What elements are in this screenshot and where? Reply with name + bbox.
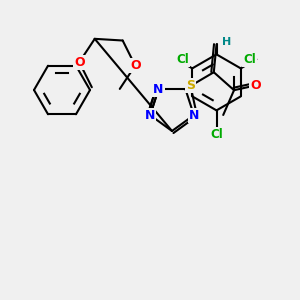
Text: O: O: [250, 79, 261, 92]
Text: N: N: [145, 109, 155, 122]
Text: H: H: [222, 38, 231, 47]
Text: N: N: [189, 109, 199, 122]
Text: Cl: Cl: [243, 53, 256, 66]
Text: Cl: Cl: [210, 128, 223, 141]
Text: O: O: [130, 59, 140, 72]
Text: O: O: [74, 56, 85, 69]
Text: N: N: [153, 83, 164, 96]
Text: Cl: Cl: [176, 53, 189, 66]
Text: S: S: [186, 80, 195, 92]
